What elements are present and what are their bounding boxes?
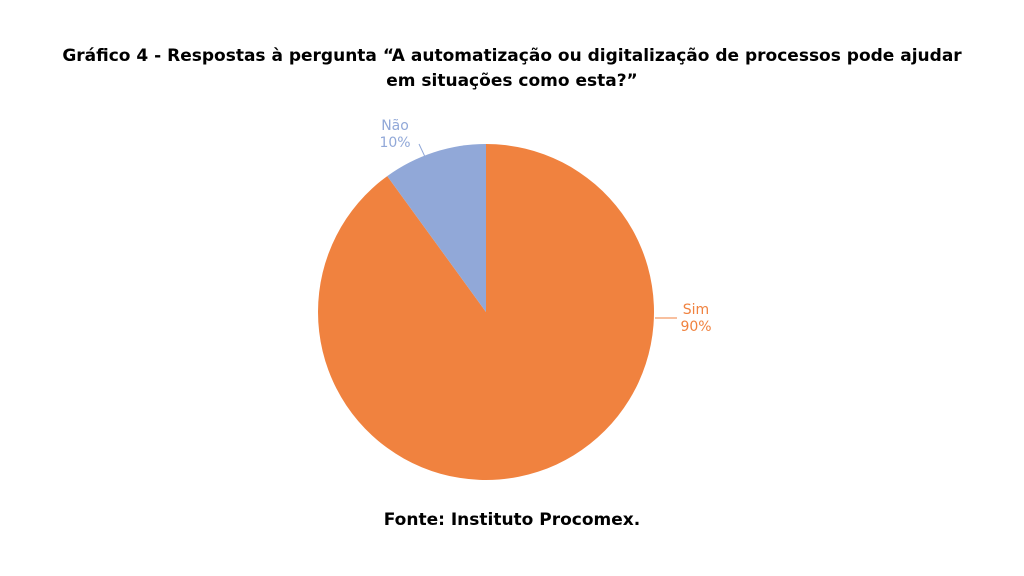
pie-slices — [318, 144, 654, 480]
pie-slice-nao — [387, 144, 486, 312]
chart-title-line-1: Gráfico 4 - Respostas à pergunta “A auto… — [62, 46, 962, 66]
data-label-sim-category: Sim — [683, 302, 709, 318]
source-caption: Fonte: Instituto Procomex. — [383, 510, 641, 530]
leader-line-nao — [418, 143, 427, 160]
chart-title: Gráfico 4 - Respostas à pergunta “A auto… — [0, 44, 1024, 94]
data-label-nao-category: Não — [381, 118, 409, 134]
data-label-nao-value: 10% — [379, 135, 410, 151]
chart-title-line-2: em situações como esta?” — [386, 71, 638, 91]
data-label-sim-value: 90% — [680, 319, 711, 335]
